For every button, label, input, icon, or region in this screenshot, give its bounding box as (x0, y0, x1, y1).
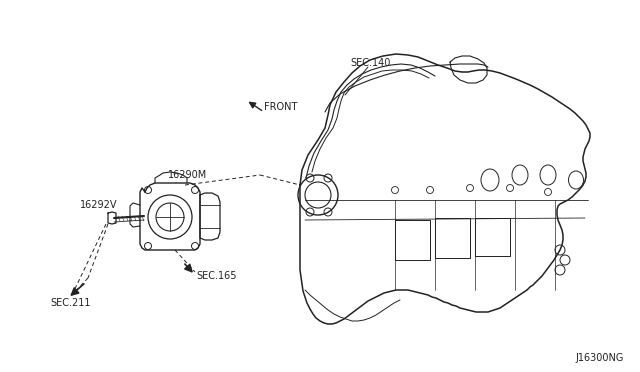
Text: J16300NG: J16300NG (575, 353, 623, 363)
Text: SEC.211: SEC.211 (50, 298, 90, 308)
Text: SEC.140: SEC.140 (350, 58, 390, 68)
Text: 16290M: 16290M (168, 170, 207, 180)
Text: 16292V: 16292V (80, 200, 118, 210)
Text: SEC.165: SEC.165 (196, 271, 237, 281)
Text: FRONT: FRONT (264, 102, 298, 112)
